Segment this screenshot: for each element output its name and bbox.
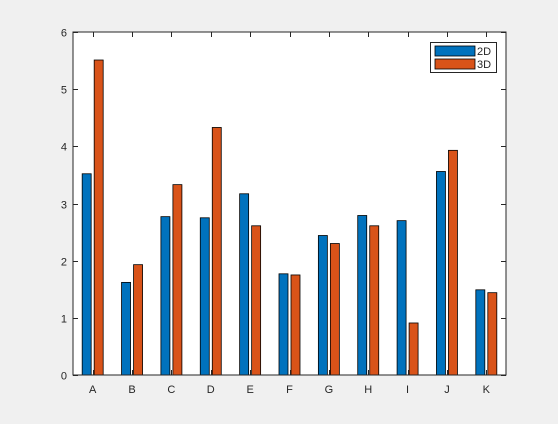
y-axis: 0 1 2 3 4 5 6 xyxy=(61,28,506,383)
x-tick-label: J xyxy=(444,384,450,396)
y-tick-label: 5 xyxy=(61,85,67,97)
x-axis: A B C D E F G H I J K xyxy=(89,32,491,396)
x-tick-label: G xyxy=(325,384,334,396)
bar-2D-F xyxy=(278,273,289,376)
bar-3D-K xyxy=(487,292,498,376)
bar-3D-C xyxy=(172,184,183,376)
y-tick-label: 0 xyxy=(61,371,67,383)
y-tick-label: 1 xyxy=(61,314,67,326)
x-tick-label: I xyxy=(406,384,409,396)
bar-2D-I xyxy=(396,220,407,376)
axes-box xyxy=(72,31,507,376)
legend-swatch-3D xyxy=(434,58,476,70)
bar-3D-E xyxy=(251,225,262,376)
legend-label: 3D xyxy=(477,59,491,71)
bar-2D-C xyxy=(160,216,171,376)
plot-area xyxy=(73,32,506,375)
bar-2D-E xyxy=(239,193,250,376)
x-tick-label: D xyxy=(207,384,215,396)
y-tick-label: 2 xyxy=(61,257,67,269)
legend-swatch-2D xyxy=(434,45,476,57)
bar-3D-I xyxy=(408,322,419,376)
bar-3D-A xyxy=(93,59,104,376)
bar-3D-G xyxy=(329,243,340,376)
x-tick-label: C xyxy=(167,384,175,396)
bar-2D-G xyxy=(317,235,328,376)
bar-2D-B xyxy=(121,281,131,376)
bar-2D-J xyxy=(436,171,446,376)
x-tick-label: K xyxy=(483,384,491,396)
x-tick-label: H xyxy=(364,384,372,396)
y-tick-label: 4 xyxy=(61,142,67,154)
y-tick-label: 6 xyxy=(61,28,67,40)
bar-2D-A xyxy=(81,173,92,376)
x-tick-label: B xyxy=(128,384,135,396)
bar-2D-K xyxy=(475,289,486,376)
x-tick-label: F xyxy=(286,384,293,396)
bar-3D-D xyxy=(211,127,222,376)
bar-2D-H xyxy=(357,215,368,376)
bar-3D-B xyxy=(133,264,143,376)
bar-3D-J xyxy=(448,149,458,376)
legend-label: 2D xyxy=(477,46,491,58)
x-tick-label: E xyxy=(246,384,253,396)
bar-2D-D xyxy=(199,217,210,376)
x-tick-label: A xyxy=(89,384,97,396)
y-tick-label: 3 xyxy=(61,200,67,212)
bar-3D-H xyxy=(369,225,380,376)
bar-3D-F xyxy=(290,274,301,376)
